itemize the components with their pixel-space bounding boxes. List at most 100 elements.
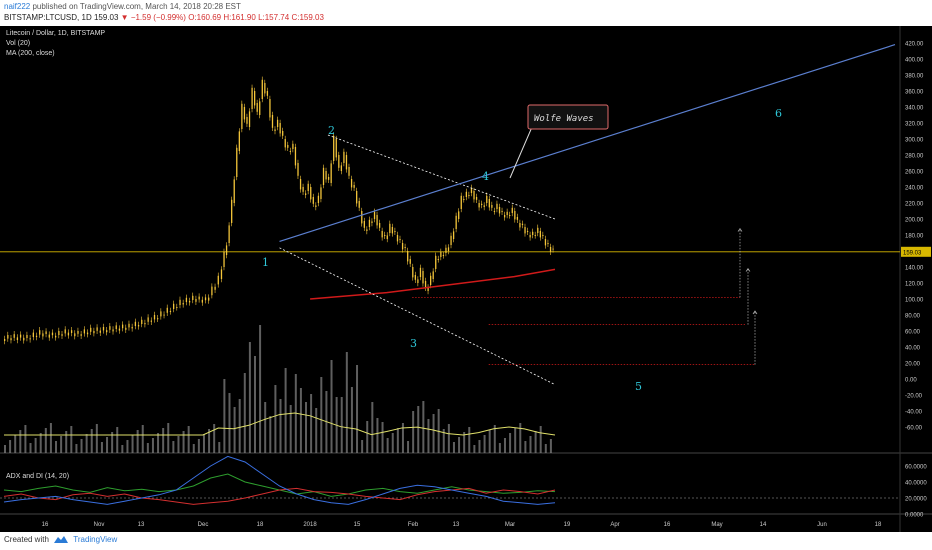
candle-body: [96, 327, 98, 331]
author-link[interactable]: naif222: [4, 2, 31, 11]
volume-bar: [9, 440, 12, 453]
candle-body: [394, 231, 396, 232]
candle-body: [238, 131, 240, 151]
low-value: L:157.74: [258, 13, 290, 22]
candle-body: [307, 183, 309, 191]
volume-bar: [146, 443, 149, 453]
candle-body: [195, 299, 197, 302]
candle-body: [106, 330, 108, 333]
candle-body: [537, 227, 539, 233]
volume-bar: [141, 425, 144, 453]
candle-body: [450, 235, 452, 245]
candle-body: [447, 247, 450, 251]
chart-header: naif222 published on TradingView.com, Ma…: [0, 0, 932, 26]
candle-body: [134, 321, 137, 326]
candle-body: [524, 227, 526, 234]
candle-body: [486, 195, 488, 203]
candle-body: [478, 203, 480, 208]
candle-body: [338, 155, 340, 168]
callout-box: [527, 104, 609, 130]
candle-body: [121, 324, 124, 329]
candle-body: [542, 235, 544, 236]
x-tick-label: Apr: [610, 522, 619, 528]
volume-bar: [95, 424, 98, 453]
volume-bar: [75, 444, 78, 453]
volume-bar: [361, 440, 364, 453]
adx-y-tick: 60.0000: [905, 465, 927, 471]
y-tick-label: 220.00: [905, 202, 924, 208]
volume-bar: [279, 399, 282, 453]
candle-body: [519, 223, 521, 228]
wolfe-target-line: [279, 44, 896, 242]
volume-ma-line: [4, 412, 556, 436]
y-tick-label: 340.00: [905, 106, 924, 112]
candle-body: [93, 331, 95, 334]
candle-body: [340, 165, 343, 171]
wave-label-1: 1: [262, 256, 269, 269]
volume-bar: [44, 428, 47, 453]
candle-body: [302, 187, 304, 192]
volume-bar: [269, 416, 272, 453]
x-tick-label: May: [711, 522, 722, 528]
volume-bar: [478, 440, 481, 453]
x-tick-label: 16: [42, 522, 49, 528]
candle-body: [169, 311, 172, 312]
candle-body: [521, 223, 524, 225]
volume-bar: [90, 429, 93, 453]
y-tick-label: -20.00: [905, 394, 923, 400]
candle-body: [493, 211, 496, 212]
adx-series-DI-: [3, 487, 556, 505]
volume-bar: [483, 435, 486, 453]
tradingview-link[interactable]: TradingView: [73, 535, 118, 544]
candle-body: [4, 339, 6, 341]
candle-body: [58, 331, 60, 335]
y-tick-label: 40.00: [905, 346, 921, 352]
y-tick-label: 300.00: [905, 138, 924, 144]
candle-body: [465, 191, 468, 197]
candle-body: [417, 279, 419, 283]
candle-body: [511, 207, 513, 213]
candle-body: [437, 259, 439, 260]
candle-body: [256, 103, 258, 112]
candle-body: [217, 275, 219, 285]
candle-body: [452, 231, 455, 239]
chart-area[interactable]: 420.00 400.00 380.00 360.00 340.00 320.00 300.…: [0, 26, 932, 532]
y-tick-label: 280.00: [905, 154, 924, 160]
x-tick-label: 13: [453, 522, 460, 528]
volume-bar: [299, 388, 302, 453]
candle-body: [282, 131, 284, 136]
candle-body: [292, 143, 294, 149]
candle-body: [144, 323, 146, 325]
y-tick-label: -40.00: [905, 410, 923, 416]
candle-body: [51, 332, 54, 336]
tradingview-logo-icon: [54, 536, 69, 544]
candle-body: [261, 79, 263, 99]
candle-body: [128, 323, 130, 328]
volume-bar: [111, 432, 114, 453]
volume-bar: [498, 443, 501, 453]
vol-legend: Vol (20): [6, 40, 31, 47]
volume-bar: [330, 360, 333, 453]
projection-arrow-icon: [745, 267, 751, 272]
candle-body: [458, 211, 460, 219]
candle-body: [442, 255, 445, 256]
candle-body: [371, 221, 373, 223]
candle-body: [214, 286, 216, 290]
wave-label-4: 4: [482, 170, 489, 183]
upper-wedge-line: [327, 134, 556, 220]
candle-body: [401, 243, 404, 250]
x-tick-label: Nov: [94, 522, 105, 528]
y-tick-label: 400.00: [905, 58, 924, 64]
candle-body: [185, 297, 188, 302]
volume-bar: [529, 436, 532, 453]
candle-body: [419, 267, 422, 277]
candle-body: [279, 123, 281, 134]
adx-series-ADX: [3, 455, 556, 505]
volume-bar: [228, 393, 231, 453]
x-tick-label: 14: [760, 522, 767, 528]
volume-bar: [493, 425, 496, 453]
price-chart-svg[interactable]: 420.00400.00380.00360.00340.00320.00300.…: [0, 26, 932, 532]
candle-body: [460, 195, 462, 209]
y-tick-label: 180.00: [905, 234, 924, 240]
arrow-down-icon: ▼: [120, 13, 129, 22]
